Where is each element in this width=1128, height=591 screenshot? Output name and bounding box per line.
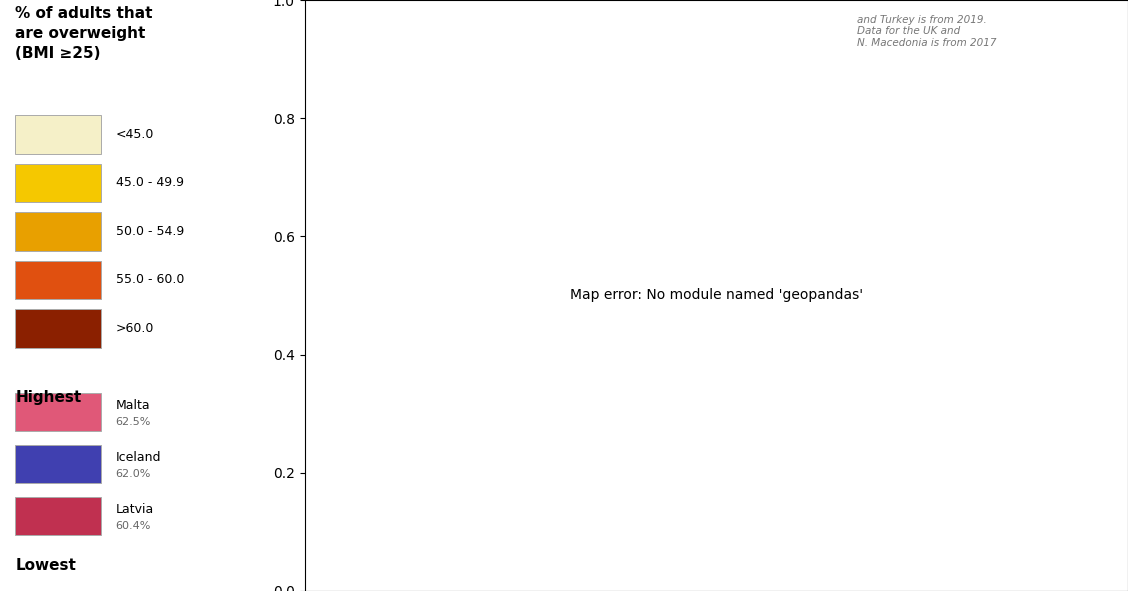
Text: 55.0 - 60.0: 55.0 - 60.0 [116, 274, 184, 286]
Text: 50.0 - 54.9: 50.0 - 54.9 [116, 225, 184, 238]
Text: Highest: Highest [16, 390, 81, 405]
Text: % of adults that
are overweight
(BMI ≥25): % of adults that are overweight (BMI ≥25… [16, 6, 152, 60]
Text: 60.4%: 60.4% [116, 521, 151, 531]
FancyBboxPatch shape [16, 497, 100, 535]
Text: 45.0 - 49.9: 45.0 - 49.9 [116, 177, 184, 189]
Text: Malta: Malta [116, 399, 150, 412]
FancyBboxPatch shape [16, 261, 100, 299]
Text: Iceland: Iceland [116, 451, 161, 464]
FancyBboxPatch shape [16, 212, 100, 251]
Text: 62.5%: 62.5% [116, 417, 151, 427]
Text: Map error: No module named 'geopandas': Map error: No module named 'geopandas' [570, 288, 863, 303]
Text: Latvia: Latvia [116, 503, 155, 516]
FancyBboxPatch shape [16, 445, 100, 483]
Text: Lowest: Lowest [16, 558, 76, 573]
FancyBboxPatch shape [16, 164, 100, 202]
Text: 62.0%: 62.0% [116, 469, 151, 479]
FancyBboxPatch shape [16, 309, 100, 348]
Text: and Turkey is from 2019.
Data for the UK and
N. Macedonia is from 2017: and Turkey is from 2019. Data for the UK… [857, 15, 997, 48]
FancyBboxPatch shape [16, 115, 100, 154]
FancyBboxPatch shape [16, 393, 100, 431]
Text: <45.0: <45.0 [116, 128, 155, 141]
Text: >60.0: >60.0 [116, 322, 155, 335]
